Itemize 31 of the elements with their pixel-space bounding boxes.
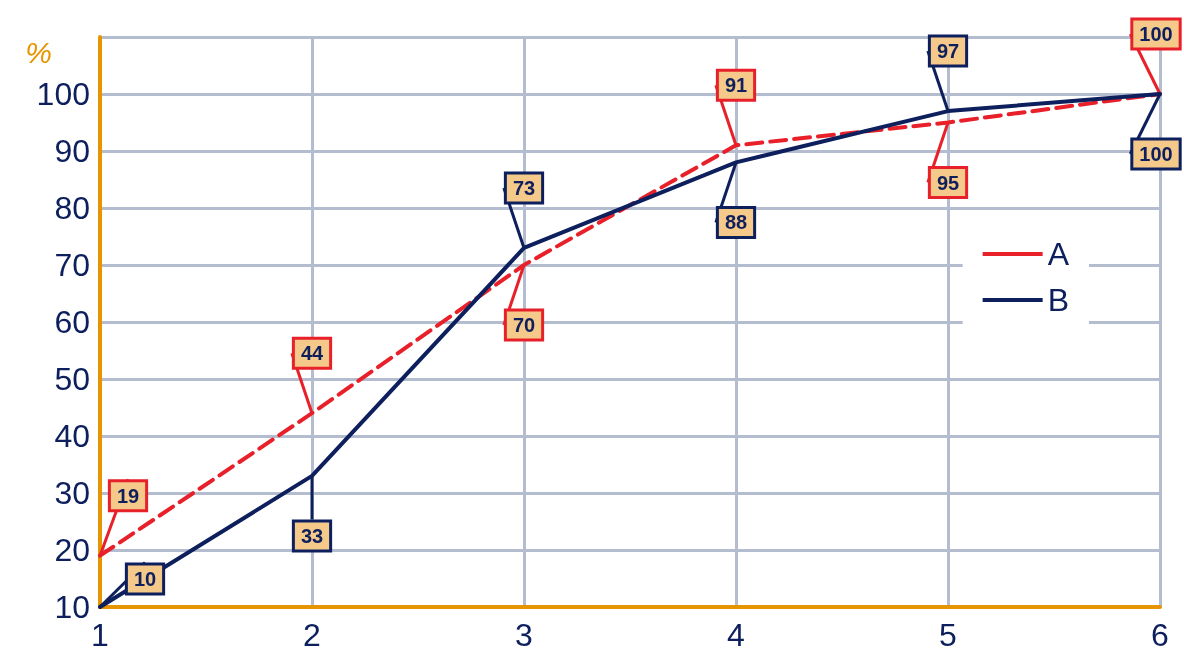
y-axis-title: % <box>25 35 52 69</box>
data-label: 100 <box>1139 23 1173 45</box>
x-tick-label: 5 <box>939 617 957 653</box>
y-tick-label: 50 <box>54 361 90 397</box>
y-tick-label: 10 <box>54 589 90 625</box>
data-label: 44 <box>300 342 324 365</box>
data-label: 73 <box>512 176 536 199</box>
x-tick-label: 6 <box>1151 617 1169 653</box>
data-label: 91 <box>724 74 748 97</box>
data-label: 100 <box>1139 143 1173 165</box>
y-tick-label: 60 <box>54 304 90 340</box>
legend-label: B <box>1047 282 1069 318</box>
data-label: 97 <box>936 40 960 63</box>
y-tick-label: 90 <box>54 133 90 169</box>
x-tick-label: 2 <box>303 617 321 653</box>
data-label: 88 <box>724 211 748 234</box>
x-tick-label: 3 <box>515 617 533 653</box>
y-tick-label: 20 <box>54 532 90 568</box>
y-tick-label: 100 <box>36 76 90 112</box>
data-label: 10 <box>133 568 157 590</box>
y-tick-label: 80 <box>54 190 90 226</box>
data-label: 95 <box>936 171 960 194</box>
x-tick-label: 4 <box>727 617 745 653</box>
y-tick-label: 40 <box>54 418 90 454</box>
legend-label: A <box>1047 236 1070 272</box>
y-tick-label: 30 <box>54 475 90 511</box>
data-label: 33 <box>300 524 324 547</box>
x-tick-label: 1 <box>91 617 109 653</box>
y-tick-label: 70 <box>54 247 90 283</box>
data-label: 70 <box>512 314 536 336</box>
data-label: 19 <box>116 484 140 507</box>
